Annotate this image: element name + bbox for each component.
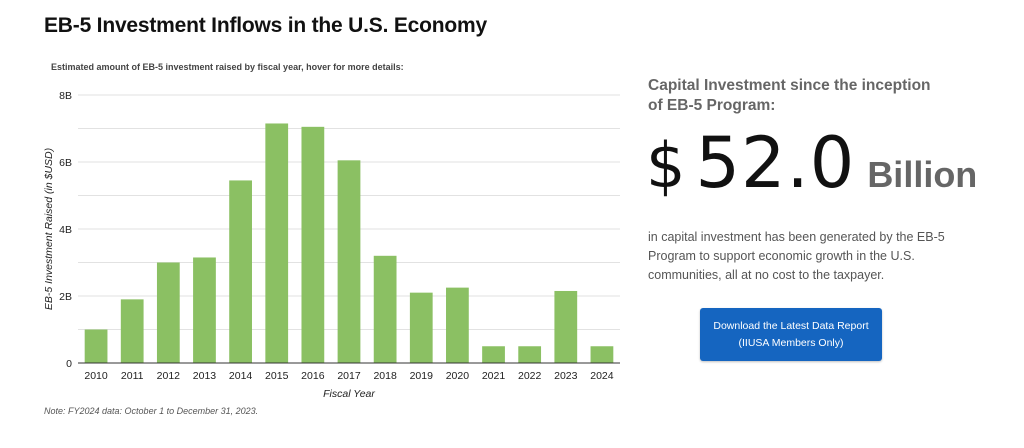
bar-2014[interactable] xyxy=(229,180,252,363)
stat-description: in capital investment has been generated… xyxy=(648,230,945,282)
y-axis-title: EB-5 Investment Raised (in $USD) xyxy=(43,148,55,310)
chart-bars xyxy=(84,123,614,364)
bar-2018[interactable] xyxy=(373,255,397,363)
download-button-sublabel: (IIUSA Members Only) xyxy=(738,336,844,349)
chart-subtitle: Estimated amount of EB-5 investment rais… xyxy=(51,62,404,72)
y-tick-label: 2B xyxy=(59,291,72,303)
x-tick-label: 2020 xyxy=(446,370,470,382)
bar-2019[interactable] xyxy=(409,292,433,363)
x-tick-label: 2011 xyxy=(121,370,144,382)
x-tick-label: 2015 xyxy=(265,370,289,382)
download-report-button[interactable]: Download the Latest Data Report (IIUSA M… xyxy=(700,308,882,361)
bar-2022[interactable] xyxy=(518,346,542,363)
x-tick-label: 2014 xyxy=(229,370,253,382)
x-tick-labels: 2010 2011 2012 2013 2014 2015 2016 2017 2018 2019… xyxy=(84,370,613,382)
bar-2010[interactable] xyxy=(84,329,108,364)
y-tick-label: 8B xyxy=(59,90,72,102)
stat-unit: Billion xyxy=(867,154,978,195)
y-tick-label: 0 xyxy=(66,358,72,370)
bar-2011[interactable] xyxy=(120,299,144,363)
bar-2015[interactable] xyxy=(265,123,289,363)
y-tick-labels: 0 2B 4B 6B 8B xyxy=(59,90,72,370)
stat-value: $52.0 Billion xyxy=(646,122,977,204)
x-tick-label: 2021 xyxy=(482,370,506,382)
x-tick-label: 2016 xyxy=(301,370,325,382)
chart-note: Note: FY2024 data: October 1 to December… xyxy=(44,406,259,416)
bar-2023[interactable] xyxy=(554,290,578,363)
bar-2017[interactable] xyxy=(337,160,361,363)
stat-number: 52.0 xyxy=(695,122,856,204)
x-tick-label: 2010 xyxy=(84,370,108,382)
x-tick-label: 2023 xyxy=(554,370,578,382)
stat-currency: $ xyxy=(646,129,686,202)
bar-2024[interactable] xyxy=(590,346,614,363)
y-tick-label: 4B xyxy=(59,224,72,236)
download-button-label: Download the Latest Data Report xyxy=(713,319,869,332)
x-tick-label: 2018 xyxy=(373,370,397,382)
x-tick-label: 2022 xyxy=(518,370,542,382)
x-tick-label: 2024 xyxy=(590,370,614,382)
bar-2013[interactable] xyxy=(193,257,216,363)
x-tick-label: 2019 xyxy=(410,370,434,382)
page-title: EB-5 Investment Inflows in the U.S. Econ… xyxy=(44,14,487,37)
stat-caption: Capital Investment since the inception o… xyxy=(648,77,931,114)
bar-2021[interactable] xyxy=(482,346,505,363)
x-tick-label: 2017 xyxy=(337,370,361,382)
y-tick-label: 6B xyxy=(59,157,72,169)
x-tick-label: 2013 xyxy=(193,370,217,382)
x-tick-label: 2012 xyxy=(157,370,181,382)
bar-2012[interactable] xyxy=(156,262,180,364)
bar-2016[interactable] xyxy=(301,126,325,363)
bar-2020[interactable] xyxy=(446,287,469,363)
x-axis-title: Fiscal Year xyxy=(323,388,375,400)
